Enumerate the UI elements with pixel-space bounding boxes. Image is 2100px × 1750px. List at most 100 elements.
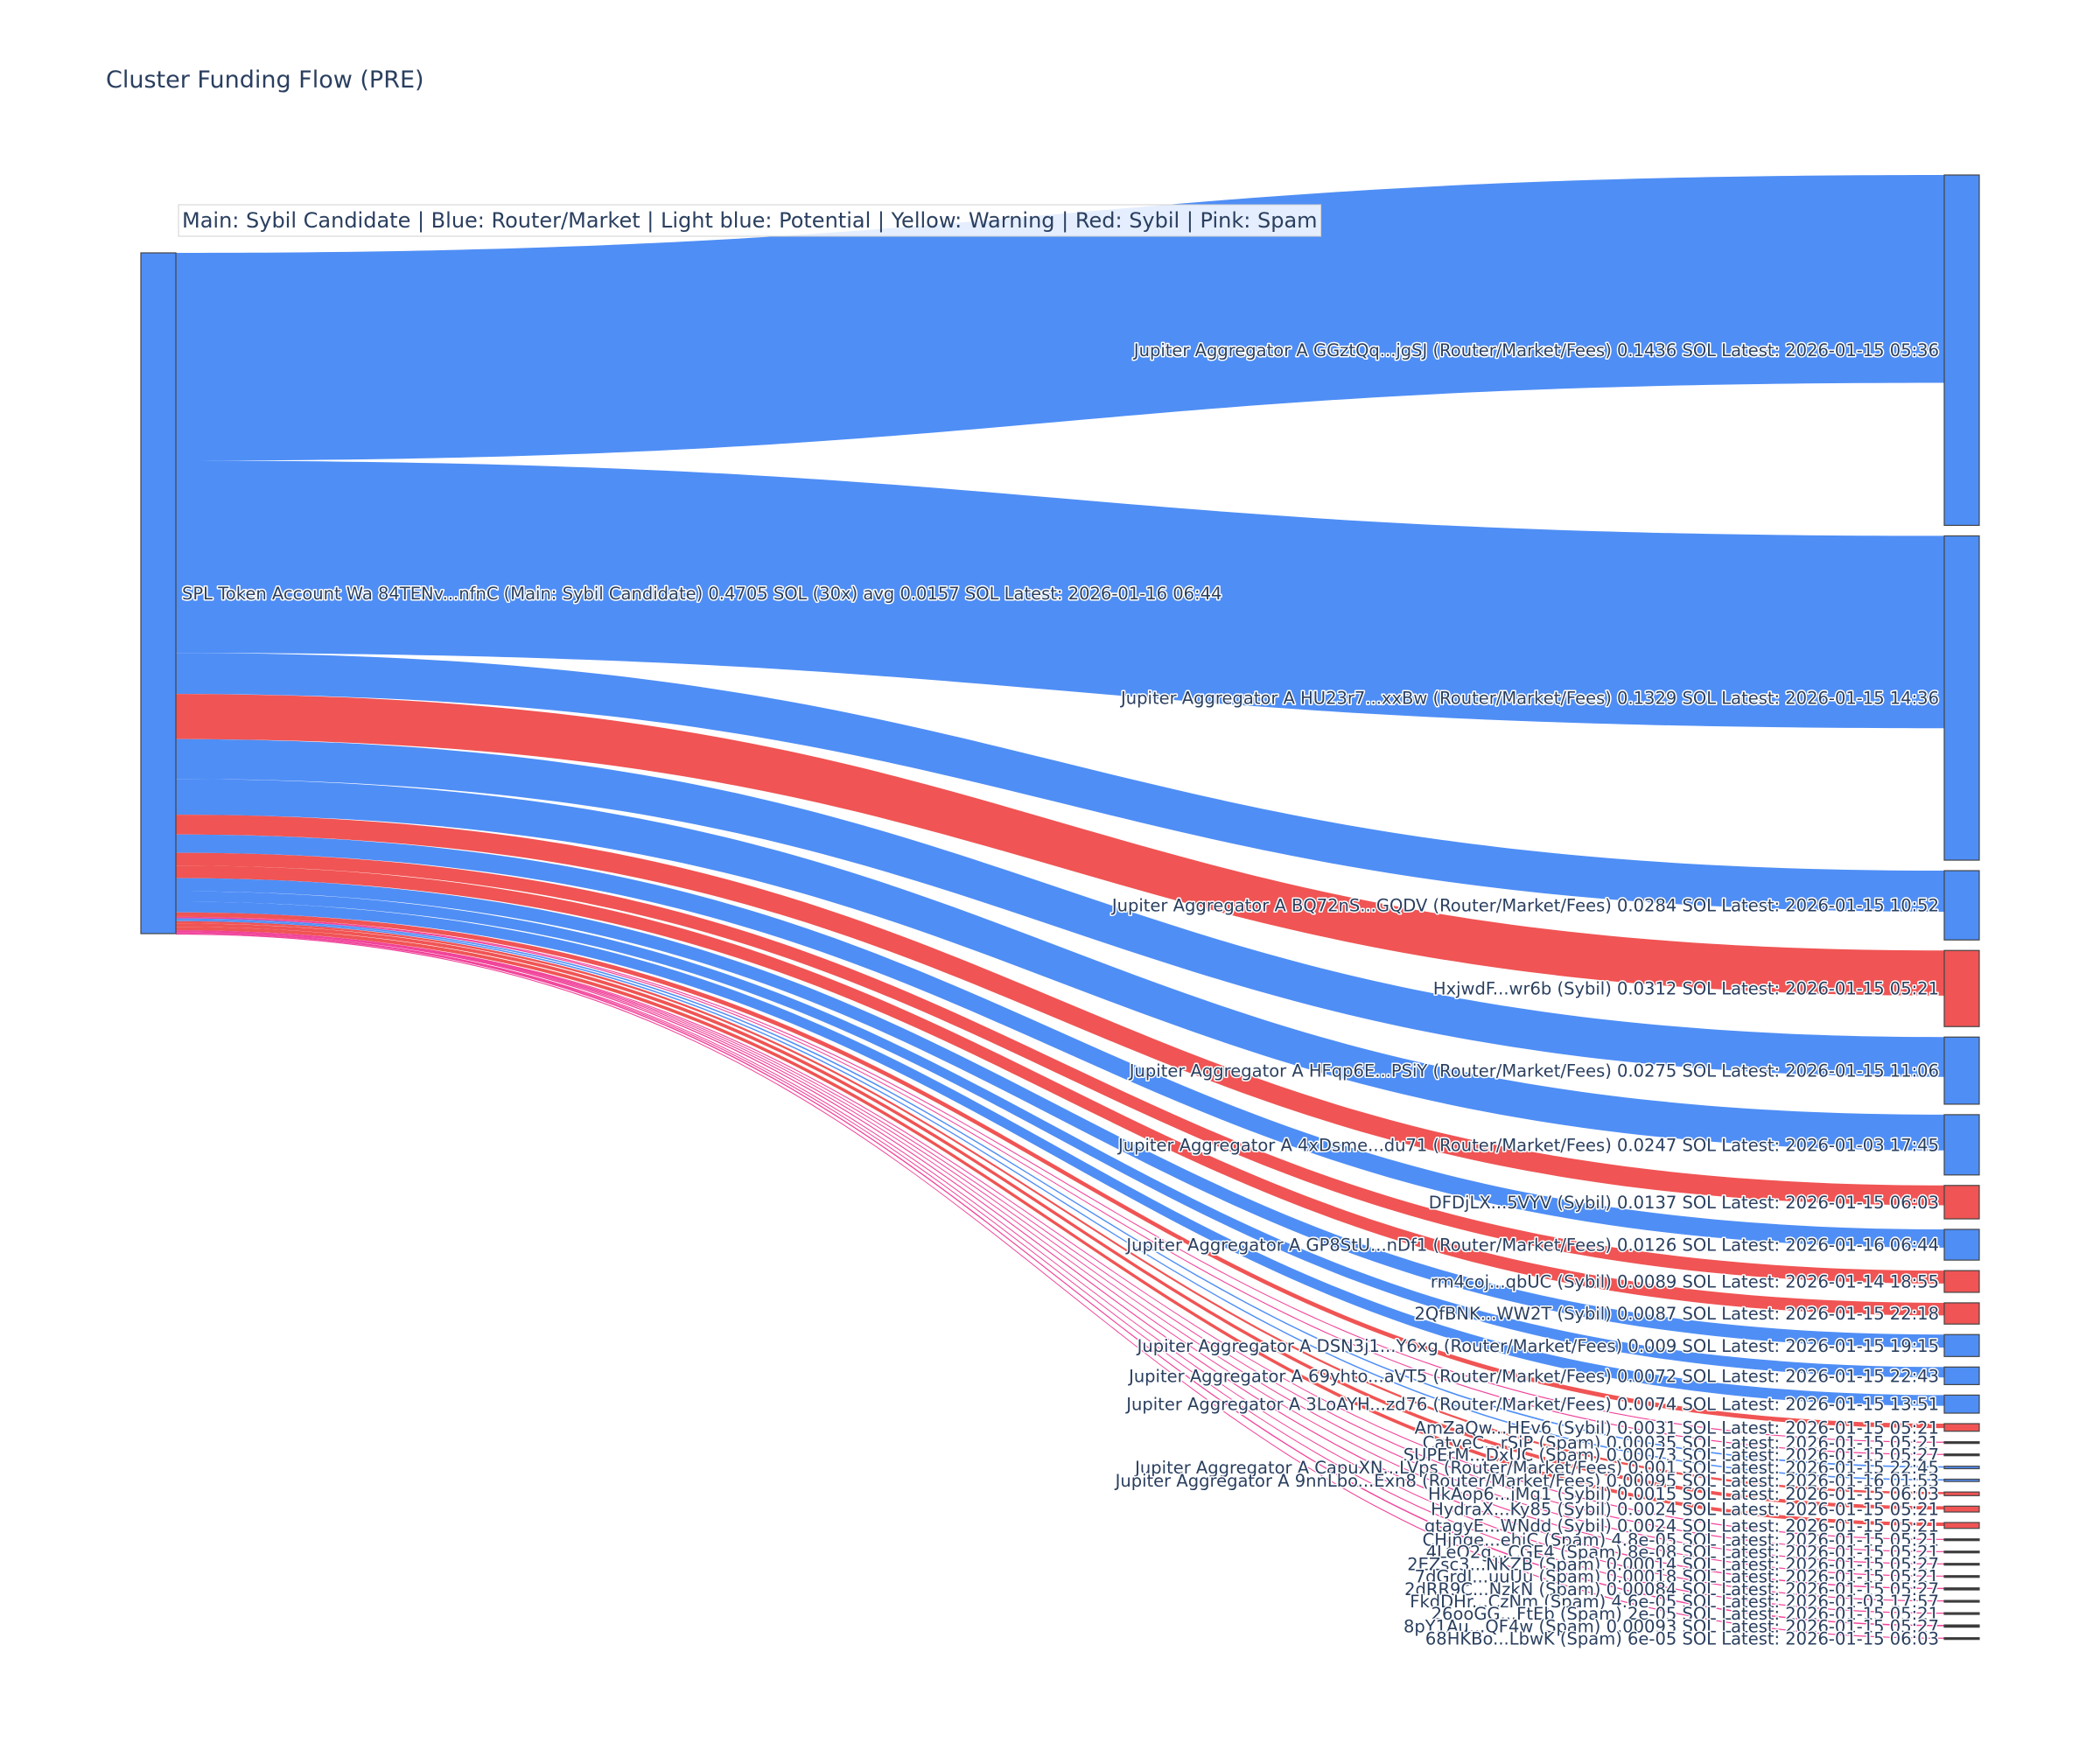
flow-link (176, 916, 1944, 1443)
flow-link (176, 920, 1944, 1481)
flow-link (176, 932, 1944, 1627)
flow-link (176, 917, 1944, 1455)
flow-link (176, 653, 1944, 912)
target-node-label: HxjwdF...wr6b (Sybil) 0.0312 SOL Latest:… (1433, 979, 1939, 999)
labels-layer: SPL Token Account Wa 84TENv...nfnC (Main… (181, 340, 1941, 1650)
target-node (1943, 1423, 1980, 1432)
target-node-label: 7dGrdJ...uuUu (Spam) 0.00018 SOL Latest:… (1415, 1567, 1939, 1587)
target-node (1943, 1600, 1980, 1603)
target-node (1943, 1491, 1980, 1496)
flows-layer (176, 175, 1944, 1639)
target-node (1943, 1637, 1980, 1641)
target-node (1943, 1394, 1980, 1414)
flow-link (176, 694, 1944, 996)
flow-link (176, 901, 1944, 1406)
target-node (1943, 1302, 1980, 1325)
flow-link (176, 930, 1944, 1590)
target-node-label: Jupiter Aggregator A 3LoAYH...zd76 (Rout… (1124, 1395, 1939, 1415)
target-node (1943, 1036, 1980, 1105)
flow-link (176, 912, 1944, 1429)
flow-link (176, 175, 1944, 461)
target-node-label: 2QfBNK...WW2T (Sybil) 0.0087 SOL Latest:… (1414, 1304, 1939, 1324)
legend-note-text: Main: Sybil Candidate | Blue: Router/Mar… (182, 208, 1318, 233)
target-node (1943, 1522, 1980, 1530)
target-node-label: 4LeQ2g...CGE4 (Spam) 8e-08 SOL Latest: 2… (1426, 1543, 1939, 1563)
target-node-label: 8pY1Au...QF4w (Spam) 0.00093 SOL Latest:… (1404, 1616, 1939, 1636)
flow-link (176, 933, 1944, 1639)
flow-link (176, 878, 1944, 1348)
target-node-label: 2dRR9C...NzkN (Spam) 0.00084 SOL Latest:… (1404, 1579, 1939, 1600)
target-node-label: Jupiter Aggregator A HU23r7...xxBw (Rout… (1119, 689, 1939, 709)
flow-link (176, 930, 1944, 1552)
nodes-layer (140, 174, 1980, 1641)
target-node-label: Jupiter Aggregator A CapuXN...LVps (Rout… (1133, 1458, 1939, 1478)
flow-link (176, 930, 1944, 1564)
target-node (1943, 1366, 1980, 1385)
target-node-label: 2EZsc3...NKZB (Spam) 0.00014 SOL Latest:… (1407, 1555, 1939, 1575)
target-node (1943, 1587, 1980, 1591)
target-node-label: CHjnge...ehjC (Spam) 4.8e-05 SOL Latest:… (1423, 1530, 1939, 1550)
target-node-label: SUPErM...DxUC (Spam) 0.00073 SOL Latest:… (1404, 1446, 1939, 1466)
target-node-label: AmZaQw...HEv6 (Sybil) 0.0031 SOL Latest:… (1415, 1418, 1939, 1438)
flow-link (176, 918, 1944, 1468)
target-node (1943, 949, 1980, 1027)
legend-note: Main: Sybil Candidate | Blue: Router/Mar… (178, 204, 1322, 237)
target-node-label: Jupiter Aggregator A BQ72nS...GQDV (Rout… (1110, 896, 1939, 916)
flow-link (176, 460, 1944, 729)
target-node-label: Jupiter Aggregator A GGztQq...jgSJ (Rout… (1132, 340, 1939, 360)
target-node (1943, 1624, 1980, 1628)
target-node-label: Jupiter Aggregator A 69yhto...aVT5 (Rout… (1127, 1366, 1939, 1386)
target-node-label: Jupiter Aggregator A 9nnLbo...Exn8 (Rout… (1114, 1471, 1939, 1491)
source-node-label: SPL Token Account Wa 84TENv...nfnC (Main… (182, 584, 1222, 604)
flow-link (176, 852, 1944, 1284)
target-node-label: CatyeC...rSiP (Spam) 0.00035 SOL Latest:… (1423, 1433, 1939, 1453)
target-node (1943, 1538, 1980, 1542)
target-node-label: FkdDHr...CzNm (Spam) 4.6e-05 SOL Latest:… (1410, 1592, 1939, 1612)
chart-title: Cluster Funding Flow (PRE) (106, 66, 424, 94)
target-node-label: Jupiter Aggregator A HFqp6E...PSiY (Rout… (1128, 1061, 1939, 1082)
target-node-label: Jupiter Aggregator A GP8StU...nDf1 (Rout… (1124, 1236, 1939, 1256)
target-node (1943, 1453, 1980, 1457)
flow-link (176, 815, 1944, 1206)
target-node (1943, 1270, 1980, 1293)
flow-link (176, 930, 1944, 1577)
flow-link (176, 932, 1944, 1602)
target-node (1943, 1441, 1980, 1445)
target-node-label: HkAop6...jMq1 (Sybil) 0.0015 SOL Latest:… (1428, 1484, 1939, 1504)
target-node-label: DFDjLX...5VYV (Sybil) 0.0137 SOL Latest:… (1429, 1193, 1939, 1213)
legend-note-background (178, 204, 1322, 237)
flow-link (176, 738, 1944, 1077)
target-node (1943, 535, 1980, 861)
flow-link (176, 932, 1944, 1614)
target-node (1943, 1612, 1980, 1615)
target-node (1943, 1185, 1980, 1220)
target-node (1943, 1563, 1980, 1566)
target-node (1943, 1505, 1980, 1513)
target-node-label: 26ooGG...FtEb (Spam) 2e-05 SOL Latest: 2… (1432, 1604, 1939, 1624)
flow-link (176, 930, 1944, 1540)
flow-link (176, 923, 1944, 1510)
target-node-label: HydraX...Ky85 (Sybil) 0.0024 SOL Latest:… (1431, 1500, 1939, 1520)
target-node (1943, 1114, 1980, 1176)
target-node (1943, 1466, 1980, 1470)
source-node (140, 252, 177, 934)
target-node (1943, 1550, 1980, 1554)
target-node (1943, 1478, 1980, 1482)
flow-link (176, 891, 1944, 1378)
flow-link (176, 927, 1944, 1526)
target-node (1943, 174, 1980, 527)
target-node (1943, 1575, 1980, 1578)
target-node (1943, 870, 1980, 941)
target-node-label: rm4coj...qbUC (Sybil) 0.0089 SOL Latest:… (1431, 1272, 1939, 1292)
target-node (1943, 1334, 1980, 1357)
flow-link (176, 865, 1944, 1316)
flow-link (176, 779, 1944, 1151)
target-node (1943, 1228, 1980, 1261)
target-node-label: gtagyE...WNdd (Sybil) 0.0024 SOL Latest:… (1424, 1516, 1939, 1536)
target-node-label: Jupiter Aggregator A 4xDsme...du71 (Rout… (1116, 1135, 1939, 1155)
flow-link (176, 920, 1944, 1494)
target-node-label: 68HKBo...LbwK (Spam) 6e-05 SOL Latest: 2… (1425, 1629, 1939, 1649)
target-node-label: Jupiter Aggregator A DSN3j1...Y6xg (Rout… (1136, 1336, 1939, 1356)
flow-link (176, 834, 1944, 1248)
